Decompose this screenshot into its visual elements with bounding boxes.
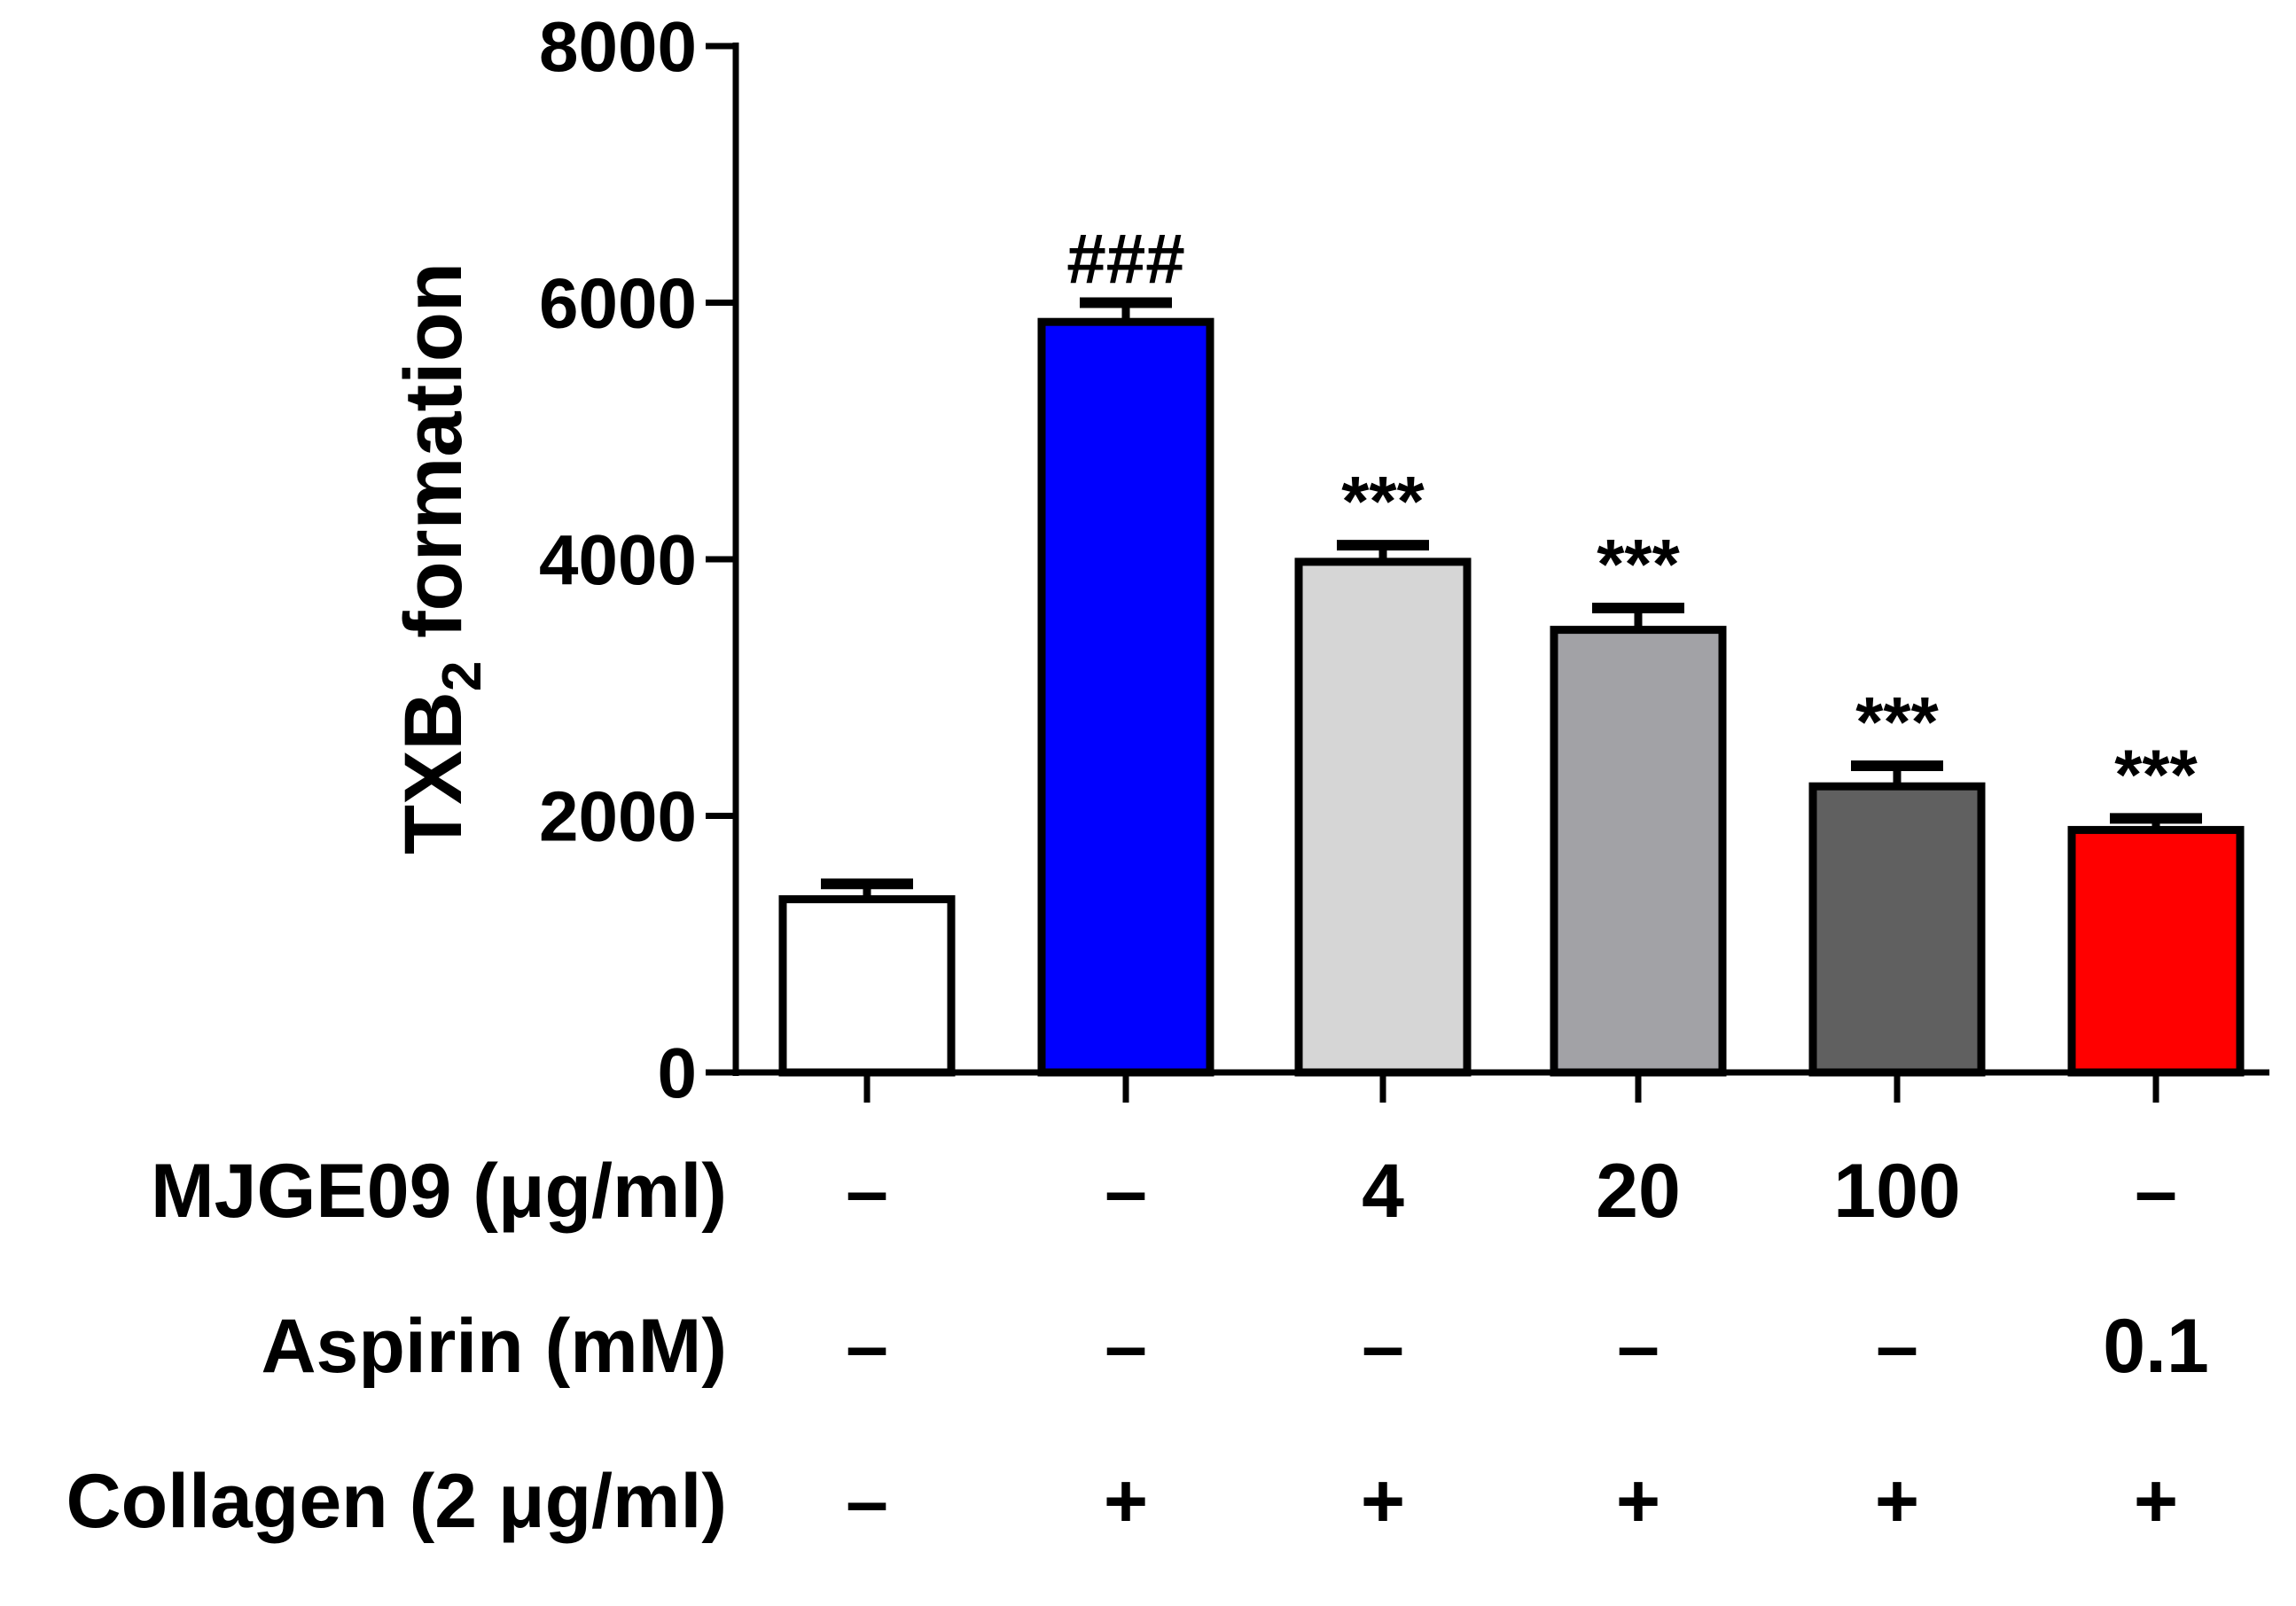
treatment-cell: 100 <box>1833 1149 1961 1234</box>
treatment-cell: + <box>1874 1459 1920 1544</box>
treatment-cell: – <box>1362 1304 1404 1389</box>
treatment-cell: 20 <box>1596 1149 1681 1234</box>
treatment-cell: + <box>1360 1459 1406 1544</box>
bar <box>1550 626 1727 1077</box>
treatment-cell: 4 <box>1362 1149 1404 1234</box>
y-axis-label-suffix: formation <box>388 262 479 661</box>
y-axis-label-subscript: 2 <box>432 661 493 691</box>
significance-label: ### <box>1066 220 1184 299</box>
treatment-cell: – <box>1105 1304 1147 1389</box>
bar <box>2067 825 2245 1077</box>
treatment-row-label: MJGE09 (μg/ml) <box>151 1149 727 1234</box>
significance-label: *** <box>1855 682 1939 761</box>
treatment-cell: – <box>846 1459 888 1544</box>
treatment-cell: + <box>1103 1459 1149 1544</box>
bar <box>1294 557 1472 1077</box>
y-tick-label: 4000 <box>539 520 697 599</box>
bar <box>778 895 956 1077</box>
significance-label: *** <box>2114 735 2198 814</box>
y-tick-label: 6000 <box>539 264 697 343</box>
treatment-row-label: Collagen (2 μg/ml) <box>66 1459 727 1544</box>
treatment-cell: – <box>1876 1304 1918 1389</box>
axes: 0 2000 4000 6000 8000 <box>539 7 2269 1112</box>
y-axis-label-base: TXB <box>388 691 479 854</box>
treatment-cell: – <box>1617 1304 1660 1389</box>
significance-annotations: ### *** *** *** *** <box>1066 220 2198 815</box>
treatment-row-label: Aspirin (mM) <box>261 1304 727 1389</box>
treatment-cell: – <box>846 1304 888 1389</box>
bars <box>778 297 2245 1077</box>
treatment-cell: + <box>2133 1459 2179 1544</box>
y-axis-label: TXB2 formation <box>388 262 493 854</box>
bar <box>1037 317 1214 1077</box>
bar <box>1808 782 1986 1077</box>
significance-label: *** <box>1597 525 1680 604</box>
y-tick-label: 2000 <box>539 777 697 856</box>
treatment-cell: – <box>846 1149 888 1234</box>
treatment-cell: – <box>1105 1149 1147 1234</box>
significance-label: *** <box>1341 462 1425 541</box>
treatment-cell: – <box>2135 1149 2177 1234</box>
y-tick-label: 8000 <box>539 7 697 86</box>
treatment-cell: + <box>1615 1459 1661 1544</box>
treatment-cell: 0.1 <box>2103 1304 2209 1389</box>
y-tick-label: 0 <box>658 1033 698 1112</box>
